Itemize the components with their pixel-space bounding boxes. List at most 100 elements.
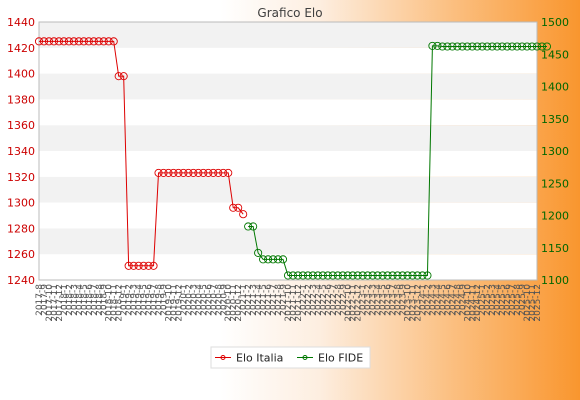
data-point-elo-fide (483, 42, 492, 51)
y-right-tick-label: 1150 (541, 242, 569, 255)
data-point-elo-fide (313, 271, 322, 280)
data-point-elo-italia (134, 261, 143, 270)
data-point-elo-italia (124, 261, 133, 270)
data-point-elo-fide (249, 222, 258, 231)
data-point-elo-fide (423, 271, 432, 280)
data-point-elo-fide (383, 271, 392, 280)
x-tick-label: 2025-1 (478, 284, 488, 316)
legend-marker-elo-fide (302, 355, 308, 360)
x-tick-label: 2023-6 (384, 284, 394, 316)
x-tick-label: 2020-9 (219, 284, 229, 316)
x-tick-label: 2023-9 (399, 284, 409, 316)
x-tick-label: 2021-2 (244, 284, 254, 316)
x-tick-label: 2022-12 (354, 284, 364, 322)
data-point-elo-fide (542, 42, 552, 51)
data-point-elo-fide (333, 271, 342, 280)
data-point-elo-italia (224, 168, 233, 177)
x-tick-label: 2022-3 (309, 284, 319, 316)
y-left-tick-label: 1320 (7, 171, 35, 184)
x-tick-label: 2022-7 (329, 284, 339, 316)
data-point-elo-italia (219, 168, 228, 177)
y-axis-left: 1240 1260 1280 1300 1320 1340 1360 1380 1400 1420… (7, 16, 35, 287)
data-point-elo-fide (438, 42, 447, 51)
x-tick-label: 2020-1 (179, 284, 189, 316)
x-tick-label: 2022-4 (314, 284, 324, 316)
x-tick-label: 2017-12 (55, 284, 65, 322)
y-right-tick-label: 1300 (541, 145, 569, 158)
data-point-elo-fide (403, 271, 412, 280)
data-point-elo-italia (84, 37, 93, 46)
x-tick-label: 2025-7 (508, 284, 518, 316)
y-left-tick-label: 1280 (7, 222, 35, 235)
data-point-elo-fide (498, 42, 507, 51)
data-point-elo-fide (478, 42, 487, 51)
data-point-elo-fide (363, 271, 372, 280)
x-tick-label: 2025-11 (528, 284, 538, 322)
data-point-elo-fide (428, 41, 437, 50)
x-tick-label: 2020-7 (209, 284, 219, 316)
x-tick-label: 2022-11 (349, 284, 359, 322)
x-tick-label: 2019-3 (130, 284, 140, 316)
grid-band (39, 151, 537, 177)
x-tick-label: 2018-11 (110, 284, 120, 322)
data-point-elo-fide (493, 42, 502, 51)
data-point-elo-italia (189, 168, 198, 177)
data-point-elo-fide (518, 42, 527, 51)
data-point-elo-fide (358, 271, 367, 280)
data-point-elo-fide (298, 271, 307, 280)
x-tick-label: 2021-4 (254, 284, 264, 316)
x-tick-label: 2020-12 (234, 284, 244, 322)
grid-band (39, 47, 537, 74)
x-tick-label: 2018-10 (105, 284, 115, 322)
data-point-elo-italia (154, 168, 163, 177)
data-point-elo-italia (94, 37, 103, 46)
data-point-elo-fide (244, 222, 253, 231)
x-tick-label: 2022-1 (299, 284, 309, 316)
x-tick-label: 2021-9 (279, 284, 289, 316)
grid-band (39, 73, 537, 100)
plot-background-bands (39, 22, 537, 280)
x-tick-label: 2024-11 (468, 284, 478, 322)
x-tick-label: 2025-8 (513, 284, 523, 316)
grid-band (39, 202, 537, 229)
data-point-elo-italia (214, 168, 223, 177)
data-point-elo-fide (328, 271, 337, 280)
x-tick-label: 2025-12 (533, 284, 543, 322)
x-tick-label: 2019-1 (120, 284, 130, 316)
data-point-elo-italia (104, 37, 113, 46)
x-tick-label: 2021-6 (264, 284, 274, 316)
x-tick-label: 2020-3 (189, 284, 199, 316)
y-left-tick-label: 1400 (7, 68, 35, 81)
data-point-elo-italia (64, 37, 73, 46)
data-point-elo-fide (453, 42, 462, 51)
x-tick-label: 2023-7 (389, 284, 399, 316)
data-point-elo-fide (264, 255, 273, 264)
x-tick-label: 2022-6 (324, 284, 334, 316)
data-point-elo-italia (59, 37, 68, 46)
x-tick-label: 2023-8 (394, 284, 404, 316)
data-point-elo-fide (527, 42, 537, 51)
legend-label-elo-italia: Elo Italia (236, 352, 283, 365)
x-tick-label: 2021-8 (274, 284, 284, 316)
legend-box (210, 346, 371, 369)
data-point-elo-fide (433, 41, 442, 50)
data-point-elo-fide (348, 271, 357, 280)
x-tick-label: 2018-12 (115, 284, 125, 322)
x-tick-label: 2020-10 (224, 284, 234, 322)
x-tick-label: 2025-6 (503, 284, 513, 316)
grid-band (39, 125, 537, 151)
x-tick-label: 2018-9 (100, 284, 110, 316)
x-tick-label: 2024-12 (473, 284, 483, 322)
y-left-tick-label: 1360 (7, 119, 35, 132)
data-point-elo-fide (448, 42, 457, 51)
x-tick-label: 2025-5 (498, 284, 508, 316)
data-point-elo-fide (353, 271, 362, 280)
x-tick-label: 2018-2 (65, 284, 75, 316)
x-tick-label: 2025-2 (483, 284, 493, 316)
data-point-elo-fide (323, 271, 332, 280)
x-tick-label: 2024-1 (418, 284, 428, 316)
chart-title: Grafico Elo (257, 6, 322, 20)
data-point-elo-italia (194, 168, 203, 177)
x-tick-label: 2018-6 (85, 284, 95, 316)
